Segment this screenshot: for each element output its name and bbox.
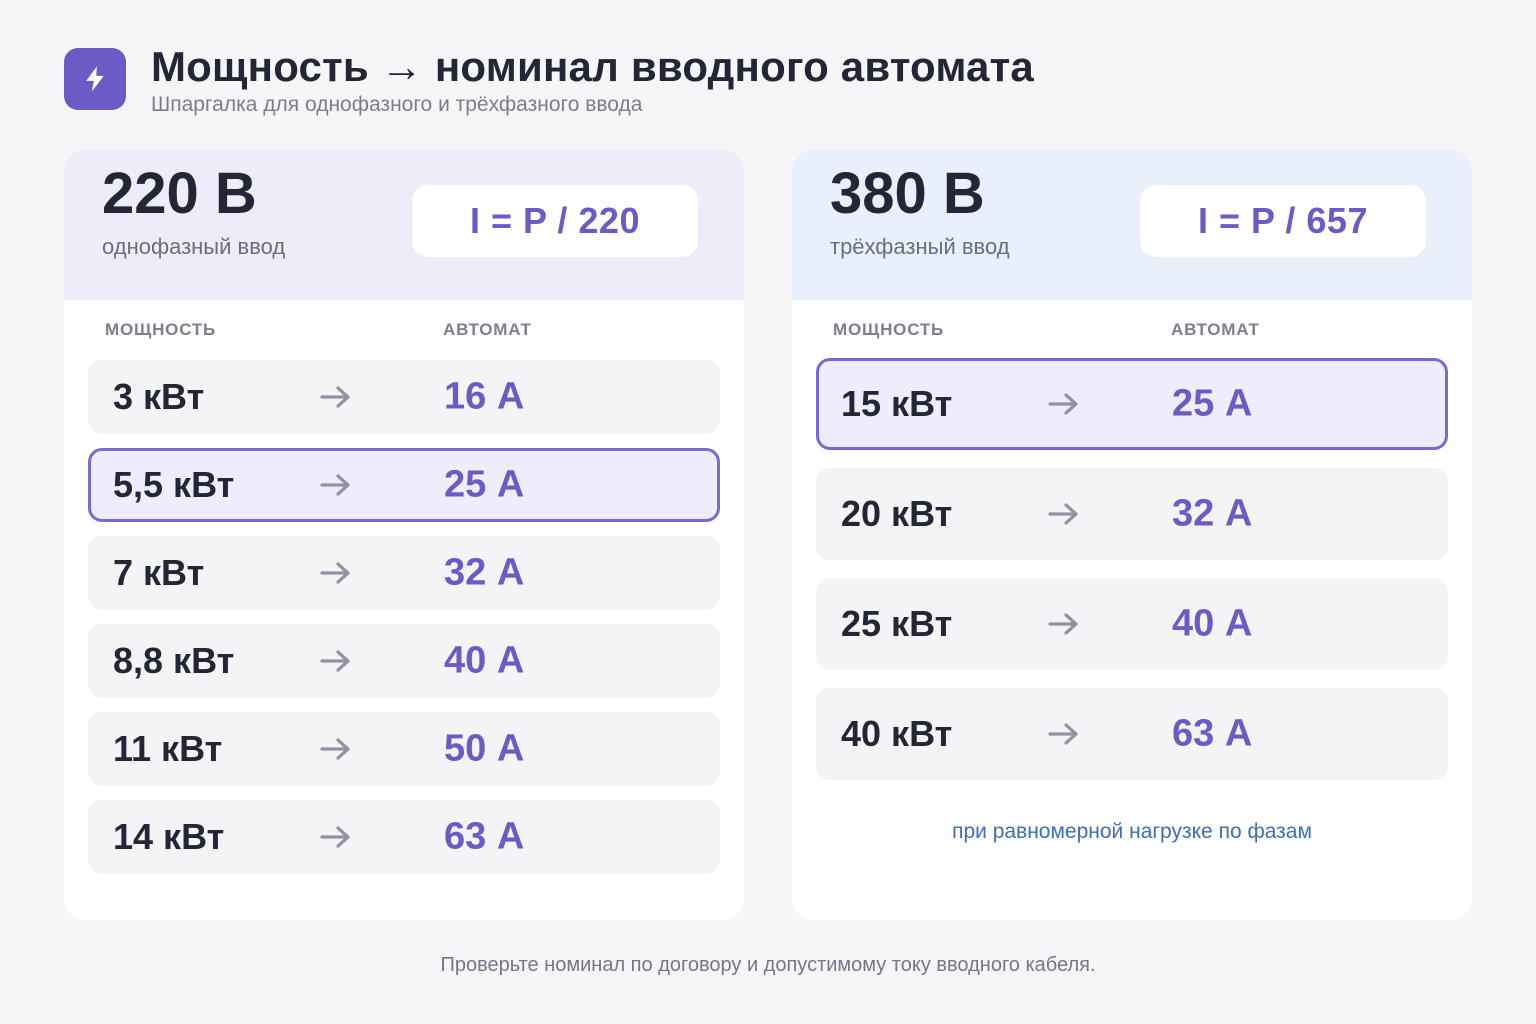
arrow-right-icon (1047, 611, 1081, 637)
breaker-value: 25 А (444, 463, 525, 506)
balanced-load-note: при равномерной нагрузке по фазам (952, 820, 1312, 843)
power-value: 20 кВт (841, 493, 953, 534)
card-header: 380 В трёхфазный ввод I = P / 657 (792, 150, 1472, 300)
formula-badge: I = P / 657 (1140, 185, 1426, 257)
breaker-value: 16 А (444, 375, 525, 418)
power-value: 3 кВт (113, 376, 205, 417)
arrow-right-icon (319, 384, 353, 410)
power-value: 11 кВт (113, 728, 223, 769)
breaker-value: 63 А (1172, 712, 1253, 755)
rating-row: 8,8 кВт 40 А (88, 624, 720, 698)
column-headers: МОЩНОСТЬ АВТОМАТ (792, 300, 1472, 358)
rating-row-highlighted: 5,5 кВт 25 А (88, 448, 720, 522)
column-header-power: МОЩНОСТЬ (105, 320, 217, 339)
page-subtitle: Шпаргалка для однофазного и трёхфазного … (151, 93, 643, 116)
power-value: 7 кВт (113, 552, 205, 593)
three-phase-card: 380 В трёхфазный ввод I = P / 657 МОЩНОС… (792, 150, 1472, 920)
breaker-value: 32 А (1172, 492, 1253, 535)
rating-row-highlighted: 15 кВт 25 А (816, 358, 1448, 450)
breaker-value: 63 А (444, 815, 525, 858)
power-value: 8,8 кВт (113, 640, 235, 681)
power-value: 14 кВт (113, 816, 225, 857)
voltage-label: 220 В (102, 161, 257, 226)
header-titles: Мощность → номинал вводного автомата Шпа… (151, 44, 1034, 118)
rating-row: 3 кВт 16 А (88, 360, 720, 434)
column-header-power: МОЩНОСТЬ (833, 320, 945, 339)
power-value: 25 кВт (841, 603, 953, 644)
arrow-right-icon (1047, 501, 1081, 527)
arrow-right-icon (1047, 391, 1081, 417)
phase-type-label: однофазный ввод (102, 234, 286, 259)
rating-row: 40 кВт 63 А (816, 688, 1448, 780)
breaker-value: 32 А (444, 551, 525, 594)
breaker-value: 25 А (1172, 382, 1253, 425)
power-value: 15 кВт (841, 383, 953, 424)
arrow-right-icon (319, 648, 353, 674)
single-phase-card: 220 В однофазный ввод I = P / 220 МОЩНОС… (64, 150, 744, 920)
page-title: Мощность → номинал вводного автомата (151, 43, 1034, 90)
arrow-right-icon (319, 472, 353, 498)
power-value: 5,5 кВт (113, 464, 235, 505)
column-headers: МОЩНОСТЬ АВТОМАТ (64, 300, 744, 358)
header: Мощность → номинал вводного автомата Шпа… (64, 44, 1034, 118)
phase-type-label: трёхфазный ввод (830, 234, 1010, 259)
lightning-icon (64, 48, 126, 110)
breaker-value: 40 А (1172, 602, 1253, 645)
rating-row: 20 кВт 32 А (816, 468, 1448, 560)
rating-row: 7 кВт 32 А (88, 536, 720, 610)
arrow-right-icon (319, 560, 353, 586)
rating-row: 14 кВт 63 А (88, 800, 720, 874)
voltage-label: 380 В (830, 161, 985, 226)
footer-note: Проверьте номинал по договору и допустим… (440, 954, 1096, 976)
arrow-right-icon (1047, 721, 1081, 747)
card-header: 220 В однофазный ввод I = P / 220 (64, 150, 744, 300)
power-value: 40 кВт (841, 713, 953, 754)
breaker-value: 40 А (444, 639, 525, 682)
rating-row: 25 кВт 40 А (816, 578, 1448, 670)
breaker-value: 50 А (444, 727, 525, 770)
rating-row: 11 кВт 50 А (88, 712, 720, 786)
column-header-breaker: АВТОМАТ (1171, 320, 1260, 339)
formula-badge: I = P / 220 (412, 185, 698, 257)
arrow-right-icon (319, 824, 353, 850)
column-header-breaker: АВТОМАТ (443, 320, 532, 339)
arrow-right-icon (319, 736, 353, 762)
